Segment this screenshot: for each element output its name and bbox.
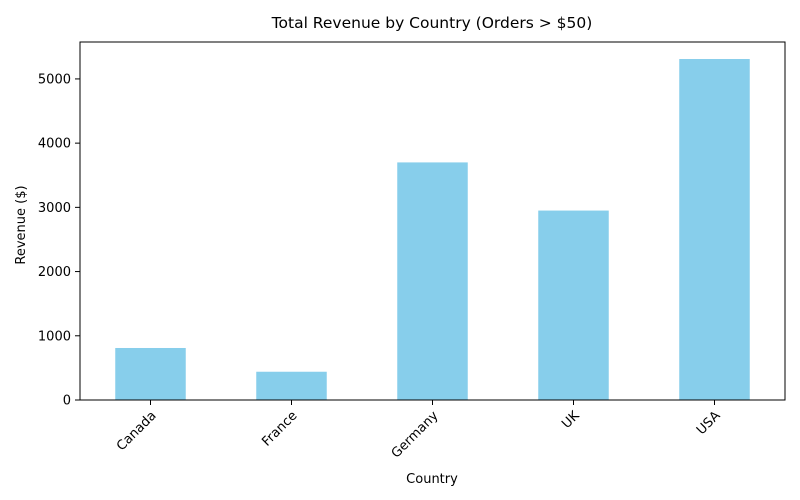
bar-uk [538,210,609,400]
x-tick-label: USA [694,408,724,438]
bar-usa [679,59,750,401]
y-tick-label: 1000 [38,329,71,344]
x-tick-label: Canada [114,408,160,454]
y-tick-label: 5000 [38,72,71,87]
y-tick-label: 3000 [38,201,71,216]
x-tick-label: France [259,408,300,449]
y-axis-label: Revenue ($) [14,185,29,264]
bar-germany [397,162,468,400]
x-tick-label: UK [559,408,583,432]
x-tick-label: Germany [389,408,442,461]
y-tick-label: 4000 [38,137,71,152]
bar-canada [115,347,186,400]
bar-france [256,371,327,400]
y-tick-label: 2000 [38,265,71,280]
chart-title: Total Revenue by Country (Orders > $50) [271,14,593,32]
x-axis-label: Country [406,472,458,487]
y-tick-label: 0 [63,394,71,409]
